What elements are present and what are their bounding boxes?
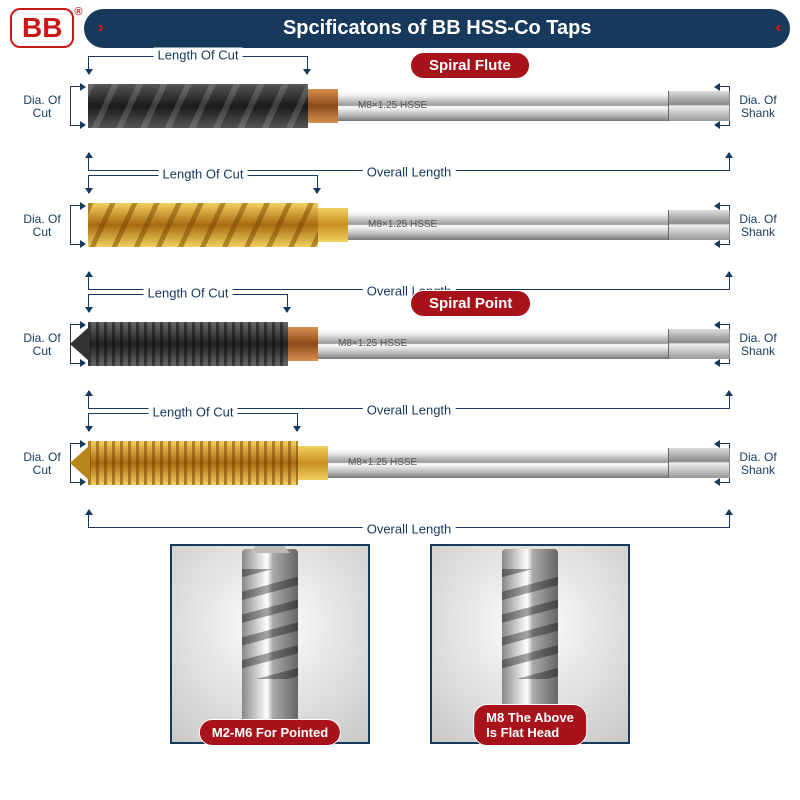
dia-of-shank-label: Dia. OfShank <box>730 332 786 358</box>
shank-marking: M8×1.25 HSSE <box>358 101 427 111</box>
tap-diagram: Length Of CutOverall LengthDia. OfCutDia… <box>10 56 790 171</box>
dia-of-cut-label: Dia. OfCut <box>14 213 70 239</box>
dia-of-shank-label: Dia. OfShank <box>730 213 786 239</box>
closeup-caption: M8 The AboveIs Flat Head <box>473 704 587 746</box>
tap-diagram: Length Of CutOverall LengthDia. OfCutDia… <box>10 294 790 409</box>
closeup-photo <box>170 544 370 744</box>
header: BB ›› Spcificatons of BB HSS-Co Taps ‹‹ <box>0 0 800 52</box>
tap-graphic: M8×1.25 HSSE <box>88 322 730 366</box>
title-text: Spcificatons of BB HSS-Co Taps <box>283 17 592 39</box>
shank-marking: M8×1.25 HSSE <box>348 458 417 468</box>
closeup-row: M2-M6 For Pointed M8 The AboveIs Flat Hea… <box>0 532 800 744</box>
dia-of-cut-label: Dia. OfCut <box>14 332 70 358</box>
diagram-list: Length Of CutOverall LengthDia. OfCutDia… <box>0 52 800 528</box>
dia-of-cut-label: Dia. OfCut <box>14 94 70 120</box>
tap-graphic: M8×1.25 HSSE <box>88 84 730 128</box>
tap-graphic: M8×1.25 HSSE <box>88 203 730 247</box>
length-of-cut-label: Length Of Cut <box>159 167 248 182</box>
tap-diagram: Length Of CutOverall LengthDia. OfCutDia… <box>10 175 790 290</box>
shank-marking: M8×1.25 HSSE <box>368 220 437 230</box>
spiral_point-badge: Spiral Point <box>410 290 531 317</box>
length-of-cut-label: Length Of Cut <box>144 286 233 301</box>
closeup-caption: M2-M6 For Pointed <box>199 719 341 746</box>
page-title: ›› Spcificatons of BB HSS-Co Taps ‹‹ <box>84 9 790 48</box>
brand-logo: BB <box>10 8 74 48</box>
length-of-cut-label: Length Of Cut <box>154 48 243 63</box>
spiral_flute-badge: Spiral Flute <box>410 52 530 79</box>
tap-graphic: M8×1.25 HSSE <box>88 441 730 485</box>
dia-of-shank-label: Dia. OfShank <box>730 451 786 477</box>
dia-of-cut-label: Dia. OfCut <box>14 451 70 477</box>
tap-diagram: Length Of CutOverall LengthDia. OfCutDia… <box>10 413 790 528</box>
shank-marking: M8×1.25 HSSE <box>338 339 407 349</box>
overall-length-label: Overall Length <box>363 522 456 537</box>
closeup-card: M8 The AboveIs Flat Head <box>430 544 630 744</box>
dia-of-shank-label: Dia. OfShank <box>730 94 786 120</box>
closeup-card: M2-M6 For Pointed <box>170 544 370 744</box>
length-of-cut-label: Length Of Cut <box>149 405 238 420</box>
